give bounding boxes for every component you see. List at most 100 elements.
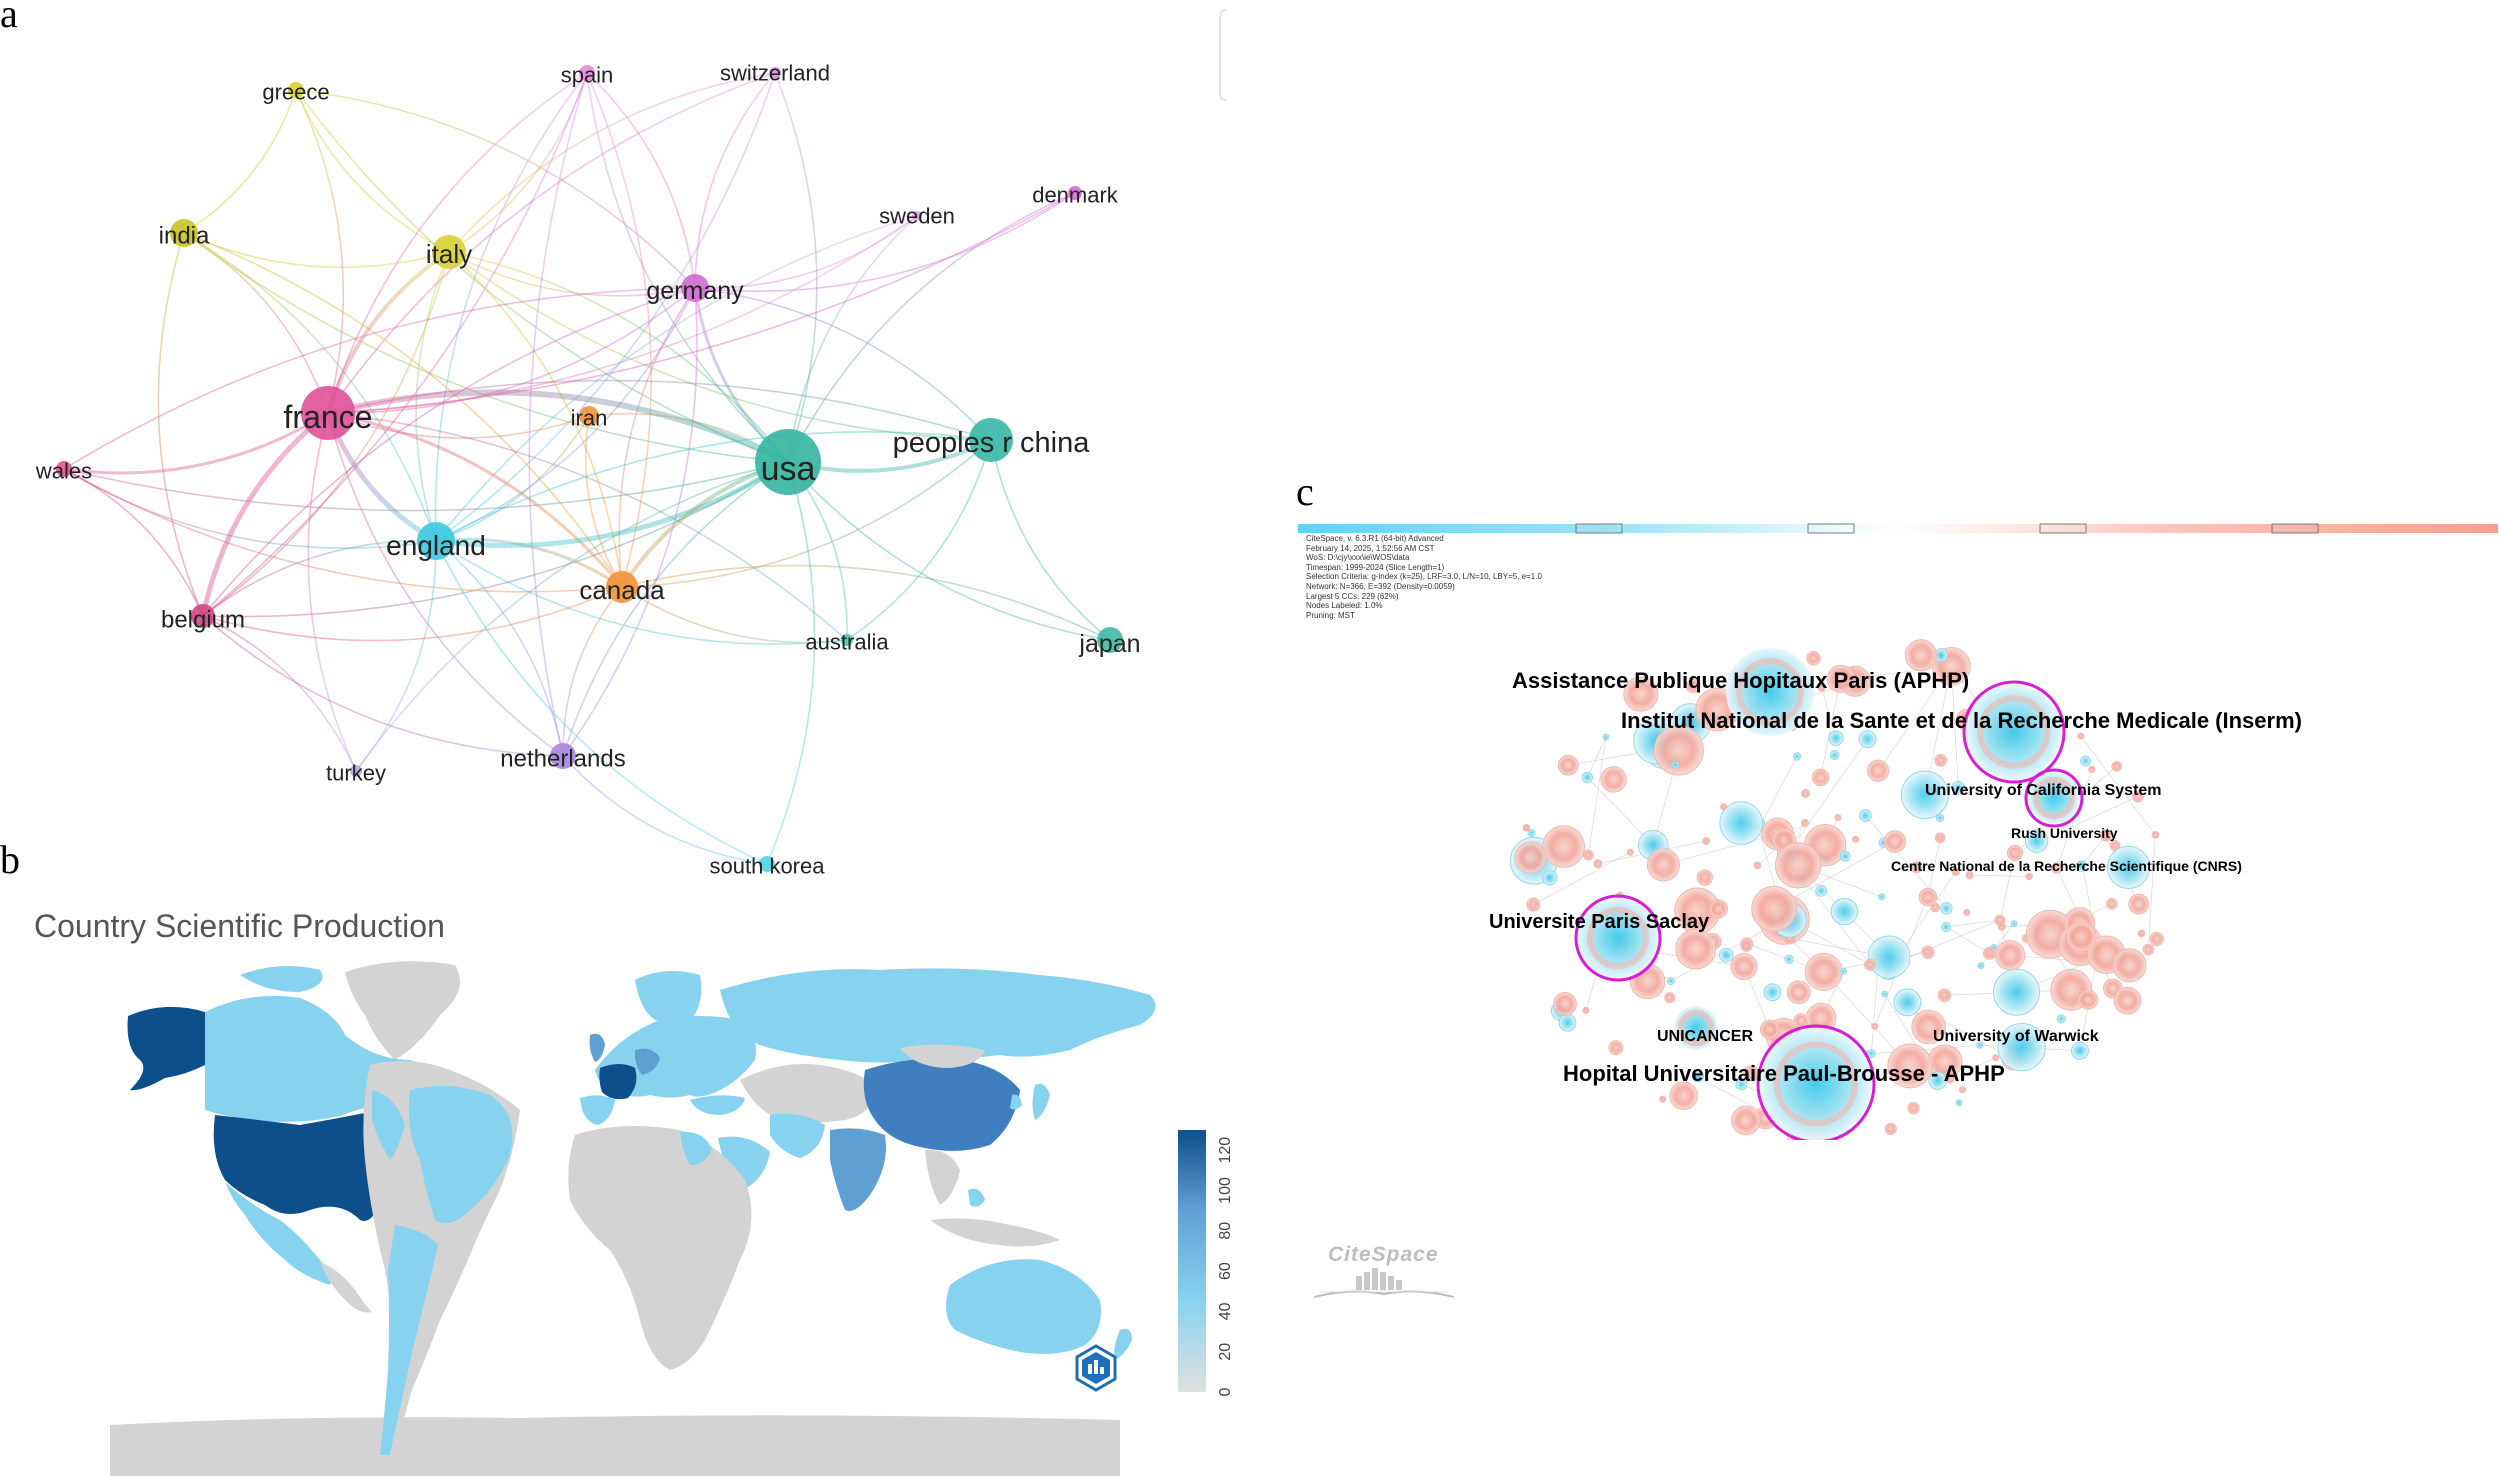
institution-node bbox=[2010, 920, 2018, 928]
institution-node bbox=[1659, 1095, 1667, 1103]
institution-node bbox=[1692, 1070, 1704, 1083]
institution-nodes bbox=[1509, 639, 2164, 1140]
collab-edge bbox=[562, 287, 698, 757]
institution-node bbox=[1740, 939, 1753, 952]
institution-node bbox=[1801, 788, 1811, 798]
country-node-spain bbox=[579, 65, 595, 81]
map-alaska bbox=[127, 1006, 205, 1091]
institution-node bbox=[1669, 1081, 1698, 1111]
map-brazil bbox=[408, 1086, 513, 1224]
institution-node bbox=[2025, 872, 2033, 881]
metadata-line: CiteSpace, v. 6.3.R1 (64-bit) Advanced bbox=[1306, 534, 1444, 543]
institution-node bbox=[1558, 1013, 1577, 1032]
institution-node bbox=[1702, 837, 1711, 845]
institution-hub-ring-brousse bbox=[1773, 1041, 1859, 1127]
institution-node bbox=[1759, 1019, 1780, 1040]
institution-label-warwick: University of Warwick bbox=[1933, 1028, 2099, 1045]
legend-tick-label: 100 bbox=[1217, 1177, 1234, 1204]
institution-node bbox=[1993, 968, 2040, 1016]
institution-node bbox=[1928, 1071, 1947, 1090]
institution-node bbox=[1653, 725, 1704, 776]
map-south-africa bbox=[640, 1313, 690, 1368]
institution-node bbox=[2128, 893, 2150, 915]
institution-node bbox=[1685, 678, 1701, 694]
institution-node bbox=[1934, 753, 1948, 767]
network-nodes bbox=[56, 65, 1123, 872]
map-japan bbox=[1032, 1083, 1050, 1120]
institution-node bbox=[1804, 952, 1843, 991]
map-philippines bbox=[968, 1188, 985, 1207]
institution-node bbox=[1753, 861, 1762, 870]
country-node-southkorea bbox=[759, 856, 775, 872]
network-labels: greece spain switzerland denmark india italy s… bbox=[35, 61, 1141, 879]
map-antarctica bbox=[110, 1415, 1120, 1476]
institution-edge bbox=[1877, 666, 1952, 771]
collab-edge bbox=[448, 251, 789, 463]
country-node-australia bbox=[841, 634, 853, 646]
institution-node bbox=[1751, 885, 1797, 932]
country-label-japan: japan bbox=[1078, 630, 1140, 658]
centrality-ring-brousse bbox=[1756, 1024, 1876, 1140]
institution-node bbox=[1997, 1022, 2046, 1072]
institution-node bbox=[2077, 989, 2099, 1010]
institution-hub-ring-saclay bbox=[1587, 907, 1649, 969]
collab-edge bbox=[694, 72, 776, 289]
institution-node bbox=[1881, 990, 1889, 998]
country-node-japan bbox=[1097, 627, 1123, 653]
institution-node bbox=[1526, 897, 1541, 912]
institution-node bbox=[1664, 992, 1676, 1004]
institution-node bbox=[1910, 861, 1923, 874]
collab-edge bbox=[528, 72, 588, 757]
collab-edge bbox=[327, 412, 848, 641]
institution-label-rush: Rush University bbox=[2011, 825, 2118, 841]
institution-node bbox=[1858, 809, 1872, 822]
institution-node bbox=[1527, 828, 1536, 838]
institution-node bbox=[1958, 1086, 1967, 1094]
institution-node bbox=[2149, 931, 2164, 947]
institution-node bbox=[2142, 943, 2155, 956]
country-node-sweden bbox=[912, 211, 922, 221]
institution-edge bbox=[1533, 851, 1631, 905]
institution-node bbox=[1602, 733, 1610, 741]
institution-node bbox=[1834, 813, 1842, 821]
institution-node bbox=[1828, 730, 1844, 746]
institution-labels: Assistance Publique Hopitaux Paris (APHP… bbox=[1489, 668, 2302, 1086]
collab-edge bbox=[586, 72, 789, 463]
institution-hub-ring-aphp bbox=[1736, 658, 1804, 726]
legend-tick-label: 120 bbox=[1217, 1137, 1234, 1164]
institution-label-unicancer: UNICANCER bbox=[1657, 1028, 1753, 1045]
institution-node bbox=[1774, 842, 1822, 889]
metadata-line: Pruning: MST bbox=[1306, 610, 1355, 620]
institution-node bbox=[1866, 759, 1890, 782]
collab-edge bbox=[435, 540, 848, 645]
map-new-zealand bbox=[1114, 1328, 1132, 1360]
institution-node bbox=[1864, 958, 1877, 971]
legend-tick-label: 20 bbox=[1217, 1343, 1234, 1361]
institution-node bbox=[2056, 1014, 2066, 1024]
citespace-logo: CiteSpace bbox=[1328, 1243, 1439, 1266]
country-label-southkorea: south korea bbox=[710, 854, 826, 879]
collab-edge bbox=[183, 232, 623, 588]
collab-edge bbox=[327, 215, 918, 414]
map-iberia bbox=[580, 1095, 615, 1125]
country-label-italy: italy bbox=[426, 239, 472, 269]
institution-node bbox=[2067, 997, 2077, 1007]
map-central-america bbox=[320, 1262, 372, 1313]
institution-edge bbox=[1663, 833, 1778, 866]
country-node-turkey bbox=[350, 765, 362, 777]
institution-node bbox=[1983, 946, 1997, 960]
institution-node bbox=[2065, 921, 2097, 953]
collab-edge bbox=[435, 540, 768, 865]
metadata-line: Selection Criteria: g-index (k=25), LRF=… bbox=[1306, 572, 1542, 582]
institution-node bbox=[1731, 1105, 1761, 1136]
institution-node bbox=[1955, 1099, 1963, 1107]
country-label-iran: iran bbox=[571, 406, 608, 431]
collab-edge bbox=[435, 540, 564, 757]
collab-edge bbox=[621, 564, 1111, 641]
country-label-switzerland: switzerland bbox=[720, 61, 830, 86]
map-usa bbox=[213, 1110, 413, 1221]
institution-node bbox=[1666, 977, 1675, 986]
metadata-line: WoS: D:\cjy\xxx\ie\WOS\data bbox=[1306, 553, 1410, 563]
collab-edge bbox=[202, 251, 450, 617]
collab-edge bbox=[435, 537, 623, 589]
